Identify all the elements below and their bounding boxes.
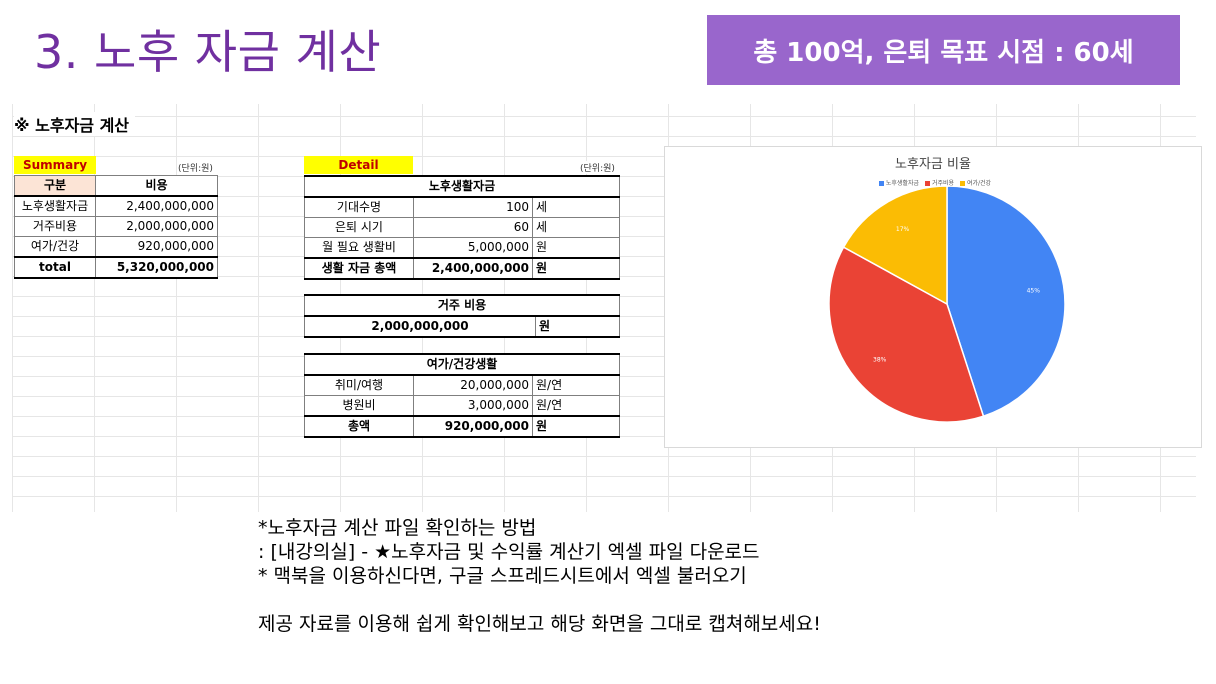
detail-leisure-total-row: 총액 920,000,000 원 [304, 415, 620, 438]
detail-living-total-row: 생활 자금 총액 2,400,000,000 원 [304, 257, 620, 280]
detail-row-value: 100 [413, 196, 533, 218]
detail-row-value: 20,000,000 [413, 374, 533, 396]
pie-data-label: 38% [873, 357, 887, 364]
detail-row-value: 60 [413, 217, 533, 238]
summary-unit: (단위:원) [178, 161, 213, 174]
detail-total-name: 생활 자금 총액 [304, 257, 414, 280]
summary-row-name: 노후생활자금 [14, 195, 96, 217]
detail-leisure-table: 여가/건강생활 취미/여행 20,000,000 원/연 병원비 3,000,0… [304, 353, 620, 438]
slide-title: 3. 노후 자금 계산 [34, 25, 382, 79]
table-row: 취미/여행 20,000,000 원/연 [304, 374, 620, 396]
detail-label: Detail [304, 156, 413, 174]
table-row: 월 필요 생활비 5,000,000 원 [304, 237, 620, 259]
legend-entry: 거주비용 [931, 180, 955, 187]
pie-data-label: 17% [896, 226, 910, 233]
summary-row-name: 여가/건강 [14, 236, 96, 258]
detail-leisure-title: 여가/건강생활 [304, 353, 620, 376]
table-row: 은퇴 시기 60 세 [304, 217, 620, 238]
summary-label: Summary [14, 156, 96, 174]
legend-entry: 노후생활자금 [885, 180, 920, 187]
detail-row-value: 5,000,000 [413, 237, 533, 259]
note-line: *노후자금 계산 파일 확인하는 방법 [258, 517, 537, 539]
detail-row-name: 기대수명 [304, 196, 414, 218]
detail-row-name: 은퇴 시기 [304, 217, 414, 238]
legend-swatch [924, 181, 930, 186]
note-line: : [내강의실] - ★노후자금 및 수익률 계산기 엑셀 파일 다운로드 [258, 541, 760, 563]
summary-header-category: 구분 [14, 175, 96, 197]
detail-row-value: 3,000,000 [413, 395, 533, 417]
summary-total-row: total 5,320,000,000 [14, 256, 218, 279]
summary-total-value: 5,320,000,000 [95, 256, 218, 279]
chart-legend: 노후생활자금 거주비용 여가/건강 [665, 178, 1201, 187]
summary-row-value: 2,000,000,000 [95, 216, 218, 237]
detail-row-unit: 세 [532, 217, 620, 238]
summary-row-value: 2,400,000,000 [95, 195, 218, 217]
pie-data-label: 45% [1027, 287, 1041, 294]
goal-banner: 총 100억, 은퇴 목표 시점 : 60세 [707, 15, 1180, 85]
note-line: * 맥북을 이용하신다면, 구글 스프레드시트에서 엑셀 불러오기 [258, 565, 747, 587]
detail-housing-value: 2,000,000,000 [304, 315, 536, 338]
table-row: 여가/건강 920,000,000 [14, 236, 218, 258]
chart-title: 노후자금 비율 [895, 157, 971, 172]
legend-entry: 여가/건강 [966, 180, 992, 187]
detail-total-unit: 원 [532, 415, 620, 438]
spreadsheet-screenshot: ※ 노후자금 계산 Summary (단위:원) 구분 비용 노후생활자금 2,… [12, 104, 1202, 512]
detail-housing-table: 거주 비용 2,000,000,000 원 [304, 294, 620, 338]
summary-total-name: total [14, 256, 96, 279]
detail-row-name: 취미/여행 [304, 374, 414, 396]
summary-row-name: 거주비용 [14, 216, 96, 237]
table-row: 노후생활자금 2,400,000,000 [14, 195, 218, 217]
pie-slice [946, 185, 1066, 418]
instruction-notes: *노후자금 계산 파일 확인하는 방법 : [내강의실] - ★노후자금 및 수… [258, 516, 821, 636]
detail-row-unit: 원/연 [532, 374, 620, 396]
detail-row-unit: 원 [532, 237, 620, 259]
detail-row-unit: 세 [532, 196, 620, 218]
detail-total-value: 2,400,000,000 [413, 257, 533, 280]
detail-living-table: 노후생활자금 기대수명 100 세 은퇴 시기 60 세 월 필요 생활비 5,… [304, 175, 620, 280]
pie-chart: 노후자금 비율 노후생활자금 거주비용 여가/건강 45% 38% 17% [664, 146, 1202, 448]
detail-unit: (단위:원) [580, 161, 615, 174]
table-row: 기대수명 100 세 [304, 196, 620, 218]
legend-swatch [878, 181, 884, 186]
detail-housing-title: 거주 비용 [304, 294, 620, 317]
table-row: 거주비용 2,000,000,000 [14, 216, 218, 237]
legend-swatch [959, 181, 965, 186]
summary-row-value: 920,000,000 [95, 236, 218, 258]
pie-slice [828, 246, 985, 423]
table-row: 2,000,000,000 원 [304, 315, 620, 338]
detail-housing-unit: 원 [535, 315, 620, 338]
detail-total-value: 920,000,000 [413, 415, 533, 438]
summary-header-cost: 비용 [95, 175, 218, 197]
sheet-heading: ※ 노후자금 계산 [14, 112, 136, 136]
pie-plot: 45% 38% 17% [828, 185, 1066, 423]
note-line: 제공 자료를 이용해 쉽게 확인해보고 해당 화면을 그대로 캡쳐해보세요! [258, 613, 821, 635]
summary-table: 구분 비용 노후생활자금 2,400,000,000 거주비용 2,000,00… [14, 175, 218, 279]
detail-total-name: 총액 [304, 415, 414, 438]
detail-living-title: 노후생활자금 [304, 175, 620, 198]
detail-row-name: 월 필요 생활비 [304, 237, 414, 259]
pie-slice [842, 185, 948, 306]
table-row: 병원비 3,000,000 원/연 [304, 395, 620, 417]
detail-row-name: 병원비 [304, 395, 414, 417]
detail-total-unit: 원 [532, 257, 620, 280]
detail-row-unit: 원/연 [532, 395, 620, 417]
